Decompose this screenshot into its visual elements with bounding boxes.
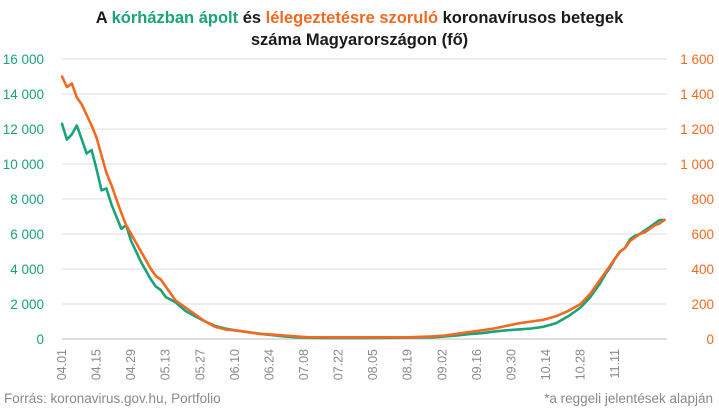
- x-tick-label: 11.11: [608, 349, 622, 378]
- right-tick-label: 1 400: [680, 87, 714, 102]
- right-tick-label: 0: [706, 332, 714, 347]
- title-line-2: száma Magyarországon (fő): [250, 31, 469, 49]
- x-tick-label: 05.13: [159, 349, 173, 380]
- ventilated-line: [60, 75, 666, 339]
- left-tick-label: 16 000: [3, 52, 44, 67]
- left-tick-label: 14 000: [3, 87, 44, 102]
- left-tick-label: 12 000: [3, 122, 44, 137]
- series-lines: [60, 75, 666, 340]
- x-tick-label: 09.16: [470, 349, 484, 380]
- right-axis-ticks: 0 200 400 600 800 1 000 1 200 1 400 1 600: [680, 52, 714, 347]
- x-tick-label: 07.08: [297, 349, 311, 380]
- right-tick-label: 1 200: [680, 122, 714, 137]
- right-tick-label: 600: [691, 227, 714, 242]
- x-tick-label: 04.01: [55, 349, 69, 380]
- x-tick-label: 07.22: [332, 349, 346, 380]
- x-tick-label: 05.27: [193, 349, 207, 380]
- x-tick-label: 09.02: [435, 349, 449, 380]
- title-hospitalized-phrase: kórházban ápolt: [111, 9, 239, 27]
- x-tick-label: 10.14: [539, 349, 553, 380]
- gridlines: [62, 58, 667, 340]
- footnote: *a reggeli jelentések alapján: [544, 391, 713, 406]
- x-tick-label: 10.28: [574, 349, 588, 380]
- title-line-1: A kórházban ápolt és lélegeztetésre szor…: [0, 7, 719, 29]
- title-text-a: A: [95, 9, 112, 27]
- title-text-es: és: [238, 9, 266, 27]
- right-tick-label: 400: [691, 262, 714, 277]
- title-ventilated-phrase: lélegeztetésre szoruló: [265, 9, 439, 27]
- x-tick-label: 04.15: [90, 349, 104, 380]
- left-tick-label: 6 000: [10, 227, 44, 242]
- left-tick-label: 0: [36, 332, 44, 347]
- x-tick-label: 06.10: [228, 349, 242, 380]
- hospitalized-line: [60, 122, 666, 340]
- x-tick-label: 09.30: [504, 349, 518, 380]
- chart-title: A kórházban ápolt és lélegeztetésre szor…: [0, 7, 719, 51]
- right-tick-label: 200: [691, 297, 714, 312]
- right-tick-label: 800: [691, 192, 714, 207]
- source-note: Forrás: koronavirus.gov.hu, Portfolio: [4, 391, 221, 406]
- x-axis-ticks: 04.01 04.15 04.29 05.13 05.27 06.10 06.24 07.08…: [55, 349, 622, 380]
- right-tick-label: 1 000: [680, 157, 714, 172]
- left-axis-ticks: 0 2 000 4 000 6 000 8 000 10 000 12 000 14 000 1…: [3, 52, 44, 347]
- left-tick-label: 10 000: [3, 157, 44, 172]
- title-text-rest: koronavírusos betegek: [438, 9, 624, 27]
- x-tick-label: 04.29: [124, 349, 138, 380]
- x-tick-label: 08.05: [366, 349, 380, 380]
- x-tick-label: 08.19: [401, 349, 415, 380]
- left-tick-label: 4 000: [10, 262, 44, 277]
- x-tick-label: 06.24: [262, 349, 276, 380]
- left-tick-label: 2 000: [10, 297, 44, 312]
- right-tick-label: 1 600: [680, 52, 714, 67]
- left-tick-label: 8 000: [10, 192, 44, 207]
